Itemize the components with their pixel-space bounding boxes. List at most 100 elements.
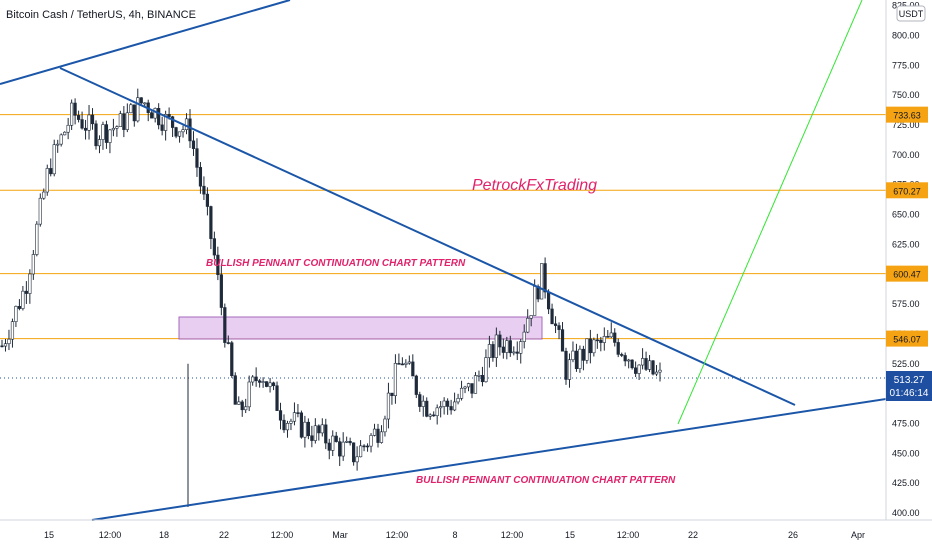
bar-countdown: 01:46:14 xyxy=(890,388,929,399)
candle-body xyxy=(296,412,300,414)
candle-body xyxy=(111,127,116,131)
candle-body xyxy=(519,341,523,354)
candle-body xyxy=(439,406,443,409)
candle-body xyxy=(341,441,345,457)
candle-body xyxy=(115,126,119,129)
candle-body xyxy=(153,108,157,119)
candle-body xyxy=(254,376,258,382)
candle-body xyxy=(251,376,255,383)
candle-body xyxy=(505,340,509,353)
candle-body xyxy=(209,206,213,239)
candle-body xyxy=(292,412,297,422)
candle-body xyxy=(533,286,537,316)
pennant-lower-line[interactable] xyxy=(91,391,932,521)
candle-body xyxy=(529,315,533,319)
candle-body xyxy=(550,308,554,325)
candle-body xyxy=(630,359,634,369)
candle-body xyxy=(14,306,18,322)
candle-body xyxy=(571,350,575,361)
currency-badge[interactable]: USDT xyxy=(899,9,924,19)
candle-body xyxy=(414,375,418,395)
candle-body xyxy=(484,357,488,383)
candle-body xyxy=(73,102,77,116)
upper-channel-line[interactable] xyxy=(0,0,291,85)
price-tick-label: 725.00 xyxy=(892,120,920,130)
candle-body xyxy=(383,418,387,433)
candle-body xyxy=(515,351,519,354)
candle-body xyxy=(240,401,244,411)
candle-body xyxy=(473,375,478,394)
candle-body xyxy=(268,382,272,387)
last-price-tag-box xyxy=(886,371,932,401)
candle-body xyxy=(150,112,154,119)
candle-body xyxy=(564,350,568,380)
candle-body xyxy=(63,131,67,136)
candle-body xyxy=(212,238,216,256)
candle-body xyxy=(477,375,481,377)
candle-body xyxy=(362,445,366,448)
candle-body xyxy=(132,104,136,122)
candle-body xyxy=(160,124,164,131)
candle-body xyxy=(522,331,526,342)
time-axis-ticks[interactable]: 15 12:00 18 22 12:00 Mar 12:00 8 12:00 15 12:00 22 2… xyxy=(44,530,865,540)
candle-body xyxy=(602,336,606,343)
candle-body xyxy=(620,354,624,356)
candle-body xyxy=(487,344,492,358)
price-tick-label: 525.00 xyxy=(892,359,920,369)
candle-body xyxy=(80,119,84,129)
candle-body xyxy=(651,360,655,375)
candle-body xyxy=(271,382,276,387)
candle-body xyxy=(97,139,102,147)
price-axis-ticks[interactable]: 825.00800.00775.00750.00725.00700.00675.… xyxy=(892,1,920,518)
candle-body xyxy=(104,124,109,143)
candle-body xyxy=(345,441,349,443)
candle-body xyxy=(167,114,171,118)
candle-body xyxy=(313,425,317,441)
candle-body xyxy=(599,339,603,343)
candle-body xyxy=(247,381,251,408)
upper-annotation: BULLISH PENNANT CONTINUATION CHART PATTE… xyxy=(206,258,466,269)
candle-body xyxy=(188,118,192,142)
time-tick-label: 26 xyxy=(788,530,798,540)
candle-body xyxy=(59,134,63,145)
level-tag-label: 600.47 xyxy=(893,270,921,280)
price-tick-label: 450.00 xyxy=(892,448,920,458)
candle-body xyxy=(52,144,56,175)
candle-body xyxy=(379,431,384,443)
candle-body xyxy=(285,423,290,431)
time-tick-label: 12:00 xyxy=(501,530,524,540)
candle-body xyxy=(498,334,502,348)
candle-body xyxy=(644,358,648,370)
currency-badge-box[interactable] xyxy=(896,5,926,22)
lower-annotation: BULLISH PENNANT CONTINUATION CHART PATTE… xyxy=(416,475,676,486)
candle-body xyxy=(581,348,586,361)
candle-body xyxy=(442,400,446,407)
candle-body xyxy=(216,254,220,275)
candle-body xyxy=(494,334,498,358)
candle-body xyxy=(278,410,283,421)
candle-body xyxy=(261,381,265,383)
candle-body xyxy=(355,456,359,463)
candle-body xyxy=(543,263,547,293)
price-tick-label: 575.00 xyxy=(892,299,920,309)
time-tick-label: 12:00 xyxy=(271,530,294,540)
price-tick-label: 750.00 xyxy=(892,90,920,100)
candle-body xyxy=(299,412,304,438)
candle-body xyxy=(470,383,474,394)
pennant-upper-line[interactable] xyxy=(59,67,796,406)
candle-body xyxy=(125,112,129,130)
candle-body xyxy=(390,392,394,397)
candle-body xyxy=(219,274,223,308)
time-tick-label: 8 xyxy=(452,530,457,540)
candle-body xyxy=(376,428,380,443)
candle-body xyxy=(28,273,32,294)
level-tag-label: 670.27 xyxy=(893,186,921,196)
candle-body xyxy=(418,394,422,407)
candle-body xyxy=(411,361,415,377)
candle-body xyxy=(560,329,565,352)
candle-body xyxy=(70,102,74,126)
projection-line[interactable] xyxy=(677,0,863,425)
candle-body xyxy=(90,114,95,125)
candle-body xyxy=(170,116,175,128)
